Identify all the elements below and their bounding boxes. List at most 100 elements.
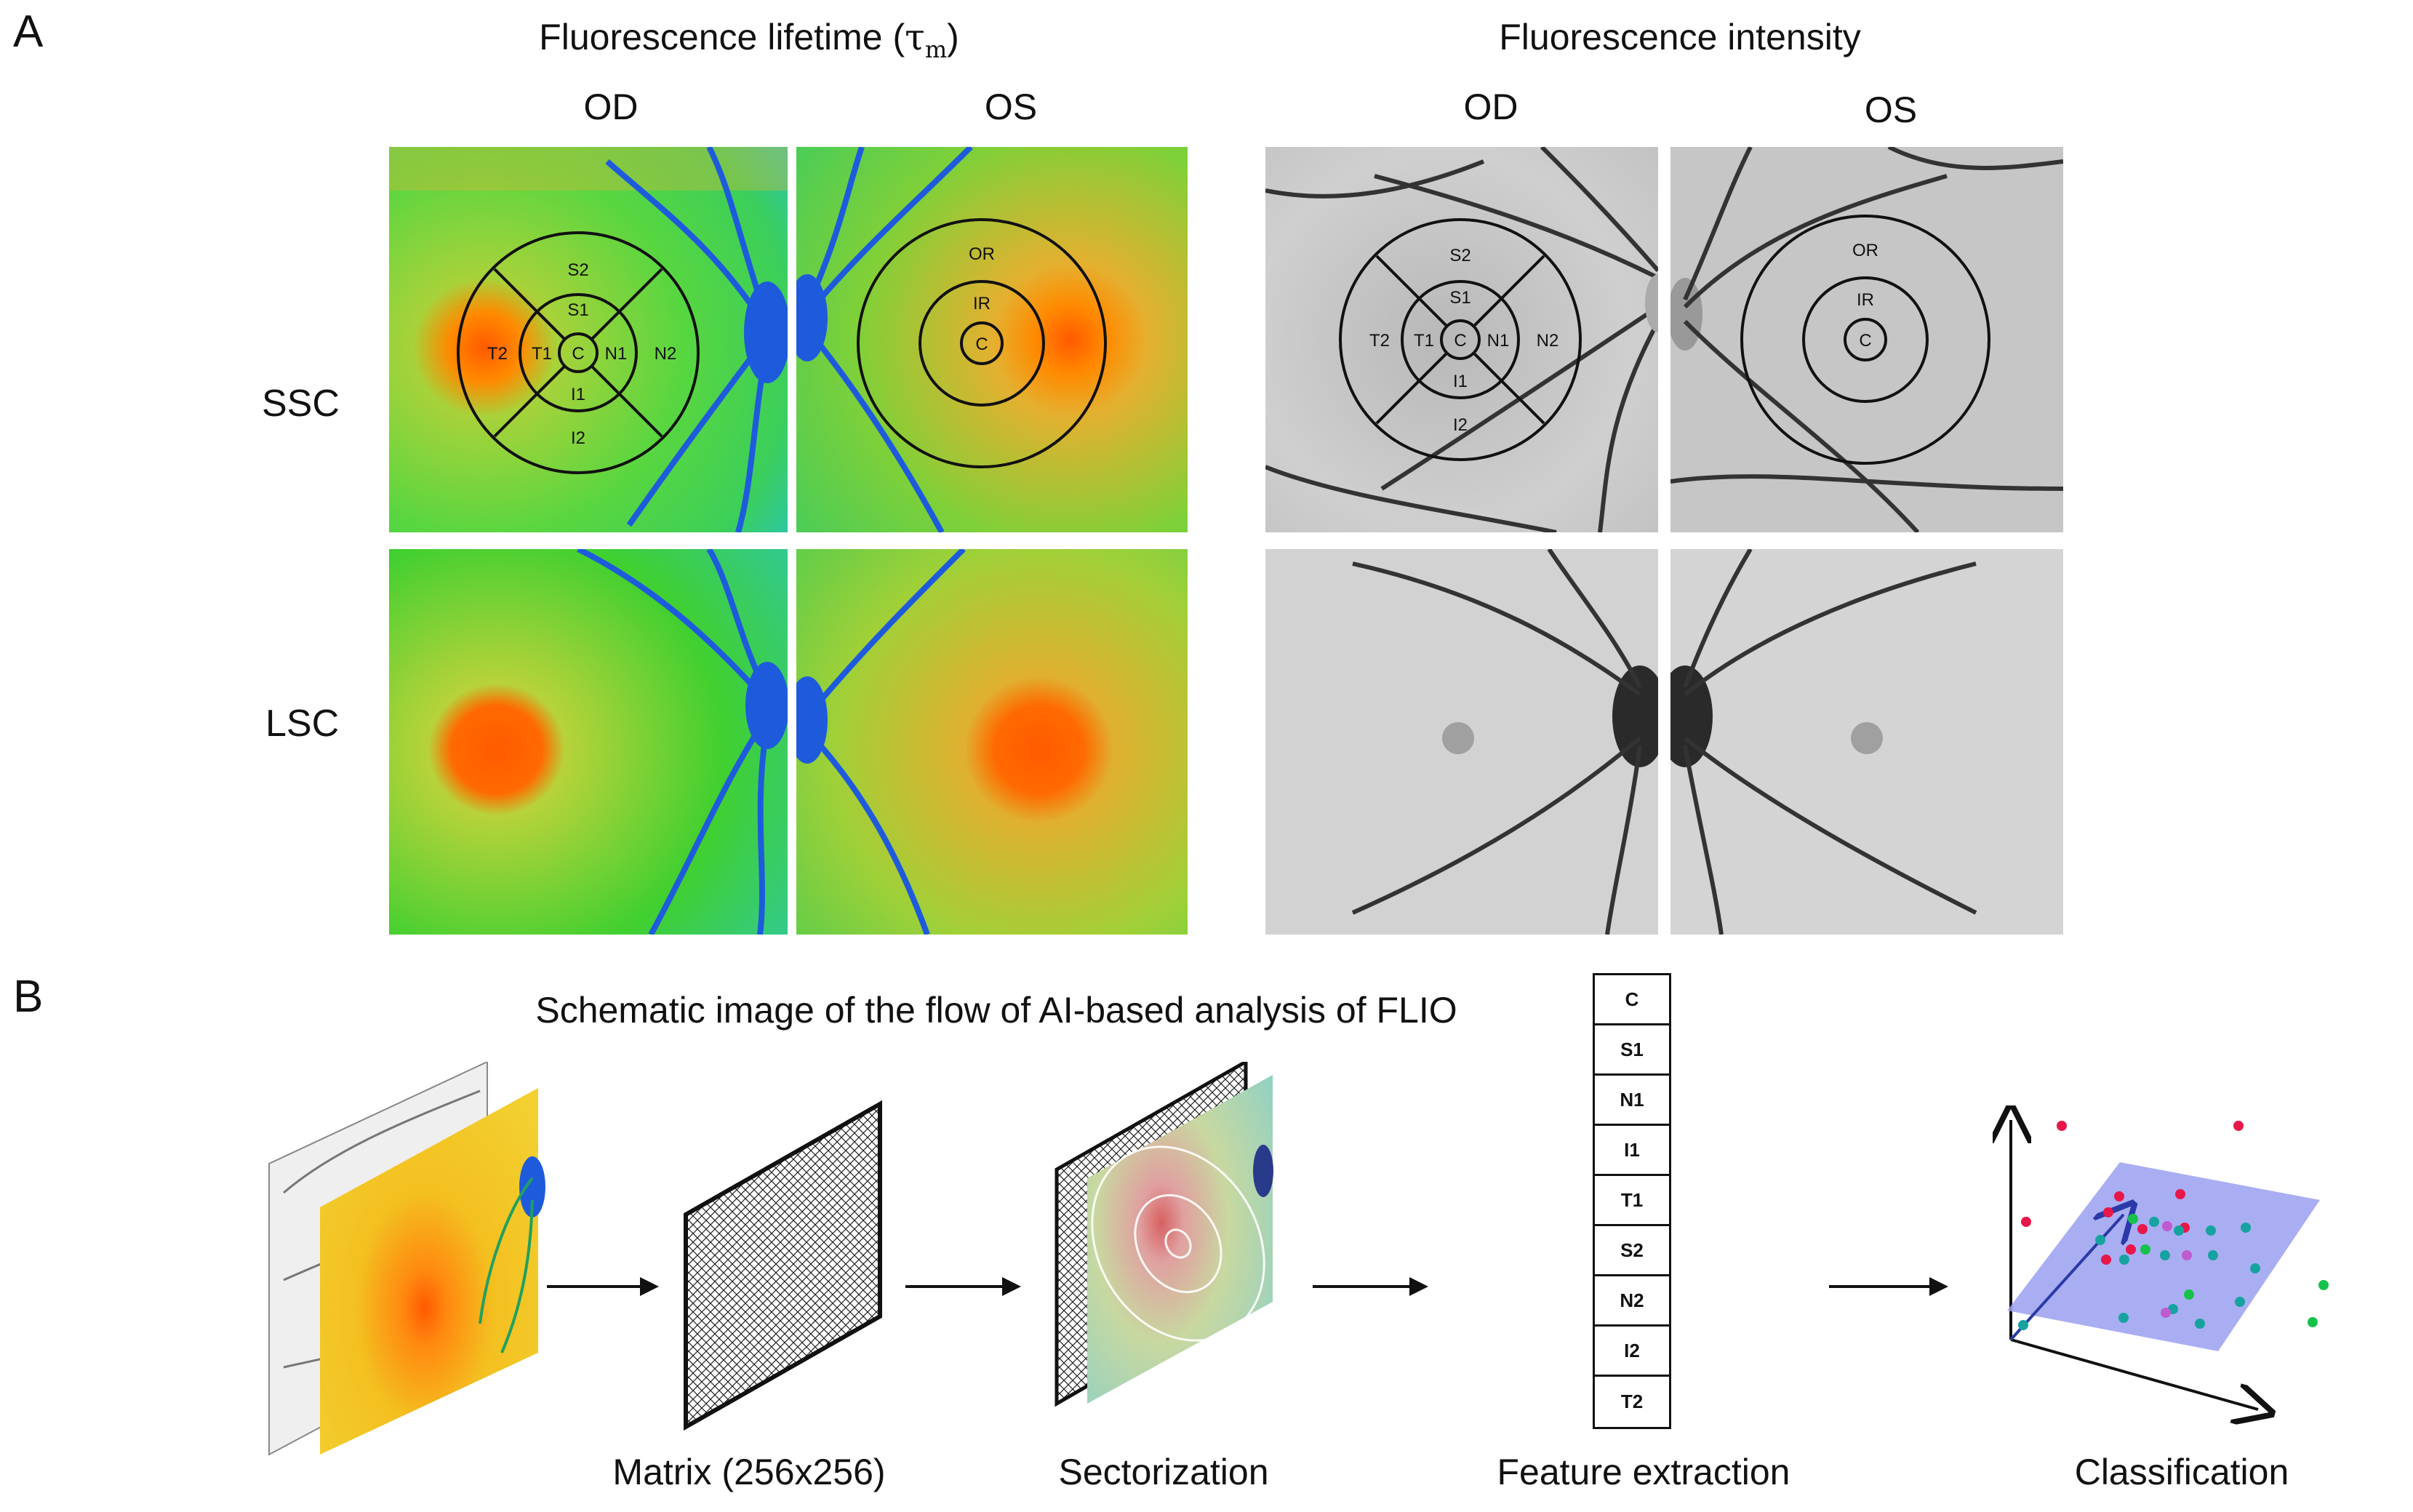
row-label-ssc: SSC <box>262 383 340 425</box>
lifetime-subscript: m <box>924 36 948 63</box>
point-purple <box>2182 1250 2192 1260</box>
point-teal <box>2241 1223 2251 1233</box>
flio-lifetime-ssc-od <box>389 147 788 532</box>
grid-label-t1: T1 <box>532 344 552 364</box>
point-red <box>2021 1217 2031 1227</box>
grid-label-t2: T2 <box>1369 331 1390 351</box>
feature-cell: N1 <box>1595 1076 1669 1126</box>
ring-label-or: OR <box>969 244 995 264</box>
panel-a-letter: A <box>13 7 44 57</box>
flow-arrow <box>1829 1277 1948 1296</box>
flow-arrow <box>905 1277 1021 1296</box>
feature-cell: C <box>1595 975 1669 1025</box>
point-red <box>2175 1189 2185 1199</box>
grid-label-t1: T1 <box>1414 331 1434 351</box>
grid-label-s1: S1 <box>1449 288 1470 308</box>
step-label-classification: Classification <box>2074 1452 2289 1492</box>
eye-label-intensity-os: OS <box>1864 89 1918 130</box>
grid-label-i2: I2 <box>1453 415 1468 435</box>
point-teal <box>2160 1250 2170 1260</box>
grid-label-i1: I1 <box>571 385 585 404</box>
row-label-lsc: LSC <box>265 703 340 745</box>
feature-cell: I1 <box>1595 1126 1669 1176</box>
feature-cell: I2 <box>1595 1327 1669 1377</box>
grid-label-n1: N1 <box>1487 331 1510 351</box>
ring-grid-intensity-os: OR IR C <box>1740 215 1990 465</box>
flio-lifetime-lsc-od <box>389 549 788 935</box>
feature-cell: S2 <box>1595 1226 1669 1276</box>
point-green <box>2184 1289 2194 1300</box>
flio-intensity-ssc-od <box>1265 147 1658 532</box>
etdrs-grid-intensity-od: S2 S1 T2 T1 C N1 N2 I1 I2 <box>1339 218 1582 461</box>
point-teal <box>2018 1320 2028 1330</box>
ring-label-c: C <box>1859 331 1871 351</box>
point-teal <box>2149 1217 2159 1227</box>
grid-label-n2: N2 <box>655 344 677 364</box>
flio-intensity-ssc-os <box>1670 147 2063 532</box>
point-green <box>2318 1280 2329 1290</box>
intensity-title: Fluorescence intensity <box>1499 17 1861 57</box>
lifetime-symbol: τ <box>905 16 925 58</box>
lifetime-title: Fluorescence lifetime (τm) <box>458 16 1040 63</box>
ring-label-c: C <box>975 335 988 354</box>
grid-label-i1: I1 <box>1453 372 1468 391</box>
ring-label-ir: IR <box>973 294 991 313</box>
point-teal <box>2195 1319 2205 1329</box>
step-label-matrix: Matrix (256x256) <box>612 1452 886 1492</box>
point-teal <box>2208 1250 2218 1260</box>
eye-label-intensity-od: OD <box>1463 87 1518 127</box>
point-red <box>2126 1244 2136 1255</box>
flow-arrow <box>1313 1277 1428 1296</box>
grid-label-c: C <box>572 344 584 364</box>
point-green <box>2140 1244 2150 1255</box>
grid-label-n2: N2 <box>1537 331 1559 351</box>
grid-label-i2: I2 <box>571 428 585 448</box>
feature-cell: T1 <box>1595 1176 1669 1226</box>
grid-label-t2: T2 <box>487 344 508 364</box>
flow-arrow <box>547 1277 659 1296</box>
point-teal <box>2250 1263 2260 1273</box>
point-green <box>2308 1317 2318 1327</box>
flio-lifetime-ssc-os <box>796 147 1188 532</box>
feature-cell: S1 <box>1595 1025 1669 1076</box>
feature-cell: N2 <box>1595 1276 1669 1327</box>
grid-label-s2: S2 <box>1449 246 1470 265</box>
feature-vector: C S1 N1 I1 T1 S2 N2 I2 T2 <box>1593 973 1671 1429</box>
step-label-sectorization: Sectorization <box>1058 1452 1269 1492</box>
ring-label-ir: IR <box>1857 290 1874 310</box>
step-label-feature-extraction: Feature extraction <box>1497 1452 1790 1492</box>
point-teal <box>2235 1297 2245 1307</box>
eye-label-lifetime-os: OS <box>984 87 1038 127</box>
point-red <box>2137 1224 2148 1234</box>
flio-lifetime-lsc-os <box>796 549 1188 935</box>
point-red <box>2114 1191 2124 1201</box>
matrix-grid <box>684 1100 882 1431</box>
sectorization-graphic <box>1055 1062 1273 1407</box>
flow-title: Schematic image of the flow of AI-based … <box>535 990 1457 1031</box>
point-teal <box>2095 1235 2105 1245</box>
grid-label-n1: N1 <box>605 344 628 364</box>
ring-grid-lifetime-os: OR IR C <box>857 218 1107 468</box>
point-green <box>2128 1214 2138 1224</box>
point-red <box>2103 1207 2113 1217</box>
grid-label-c: C <box>1454 331 1466 351</box>
grid-label-s1: S1 <box>567 300 588 320</box>
etdrs-grid-lifetime-od: S2 S1 T2 T1 C N1 N2 I1 I2 <box>457 231 700 474</box>
point-red <box>2233 1121 2244 1131</box>
lifetime-title-text: Fluorescence lifetime ( <box>539 17 905 57</box>
classification-scatter <box>1993 1105 2329 1425</box>
eye-label-lifetime-od: OD <box>583 87 639 127</box>
ring-label-or: OR <box>1852 241 1878 260</box>
point-teal <box>2118 1313 2129 1323</box>
point-teal <box>2119 1255 2129 1265</box>
point-teal <box>2206 1225 2216 1236</box>
panel-b-letter: B <box>13 972 44 1022</box>
point-red <box>2101 1255 2111 1265</box>
flio-intensity-lsc-od <box>1265 549 1658 935</box>
lifetime-title-close: ) <box>947 17 959 57</box>
point-teal <box>2174 1225 2184 1236</box>
grid-label-s2: S2 <box>567 260 588 280</box>
point-red <box>2057 1121 2067 1131</box>
point-purple <box>2162 1221 2172 1231</box>
feature-cell: T2 <box>1620 1391 1644 1412</box>
